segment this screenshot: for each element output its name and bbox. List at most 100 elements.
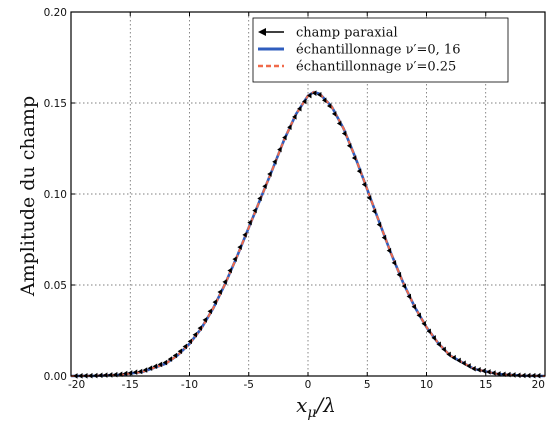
x-tick-label: 5 xyxy=(364,379,371,391)
paraxial-marker xyxy=(436,341,441,348)
paraxial-marker xyxy=(237,244,242,250)
paraxial-marker xyxy=(232,256,237,262)
paraxial-marker xyxy=(336,120,342,127)
paraxial-marker xyxy=(346,142,352,149)
paraxial-marker xyxy=(122,370,128,377)
paraxial-marker xyxy=(371,208,377,215)
paraxial-marker xyxy=(351,155,357,161)
paraxial-marker xyxy=(137,368,143,375)
paraxial-marker xyxy=(406,293,411,300)
paraxial-marker xyxy=(451,354,456,361)
paraxial-marker xyxy=(326,103,332,109)
paraxial-marker xyxy=(142,367,148,373)
y-tick-label: 0.05 xyxy=(44,280,67,292)
legend-label: échantillonnage ν′=0.25 xyxy=(296,60,456,75)
paraxial-marker xyxy=(441,346,446,353)
legend-label: champ paraxial xyxy=(296,26,398,41)
paraxial-marker xyxy=(366,195,372,201)
paraxial-marker xyxy=(217,289,222,295)
legend-label: échantillonnage ν′=0, 16 xyxy=(296,43,460,58)
paraxial-marker xyxy=(446,351,451,358)
paraxial-marker xyxy=(381,234,387,241)
paraxial-marker xyxy=(132,369,138,375)
paraxial-marker xyxy=(321,97,327,104)
paraxial-marker xyxy=(421,320,426,327)
y-tick-label: 0.20 xyxy=(44,7,67,19)
ticks: -20 -15 -10 -5 0 5 10 15 20 0.00 0.05 0.10 0.15 0.20 xyxy=(44,7,546,391)
y-tick-label: 0.00 xyxy=(44,371,67,383)
x-tick-label: -5 xyxy=(244,379,254,391)
x-tick-label: -10 xyxy=(181,379,198,391)
x-axis-label: xμ/λ xyxy=(296,393,336,421)
paraxial-marker xyxy=(516,372,521,379)
paraxial-marker xyxy=(262,183,267,190)
paraxial-marker xyxy=(292,114,297,120)
paraxial-marker xyxy=(426,328,431,335)
paraxial-marker xyxy=(107,372,113,378)
paraxial-marker xyxy=(471,365,476,372)
paraxial-marker xyxy=(361,181,367,188)
series-layer xyxy=(70,90,546,379)
paraxial-marker xyxy=(496,371,501,377)
x-tick-label: 10 xyxy=(420,379,433,391)
paraxial-marker xyxy=(431,335,436,341)
paraxial-marker xyxy=(177,348,183,355)
paraxial-marker xyxy=(456,357,461,364)
paraxial-marker xyxy=(307,92,312,99)
legend-arrow-icon xyxy=(258,28,266,36)
paraxial-marker xyxy=(341,130,347,137)
paraxial-marker xyxy=(277,146,282,153)
paraxial-marker xyxy=(287,124,292,130)
paraxial-marker xyxy=(147,365,153,371)
paraxial-marker xyxy=(257,195,262,202)
paraxial-marker xyxy=(167,356,173,362)
paraxial-marker xyxy=(396,271,402,278)
y-tick-label: 0.10 xyxy=(44,189,67,201)
paraxial-marker xyxy=(486,369,491,375)
paraxial-marker xyxy=(202,317,207,323)
paraxial-marker xyxy=(491,370,496,376)
paraxial-marker xyxy=(297,105,302,112)
series-paraxial-markers xyxy=(73,90,541,379)
y-tick-label: 0.15 xyxy=(44,98,67,110)
paraxial-marker xyxy=(112,371,118,378)
paraxial-marker xyxy=(302,98,307,105)
paraxial-marker xyxy=(152,363,158,370)
paraxial-marker xyxy=(103,372,108,378)
legend-box xyxy=(252,17,509,83)
paraxial-marker xyxy=(187,338,193,345)
y-axis-label: Amplitude du champ xyxy=(17,96,39,297)
paraxial-marker xyxy=(162,359,168,366)
x-tick-label: 0 xyxy=(305,379,312,391)
paraxial-marker xyxy=(411,303,416,310)
x-tick-label: 15 xyxy=(479,379,492,391)
paraxial-marker xyxy=(252,207,257,214)
paraxial-marker xyxy=(192,331,197,338)
paraxial-marker xyxy=(267,171,272,177)
x-tick-label: 20 xyxy=(532,379,545,391)
paraxial-marker xyxy=(317,91,322,98)
paraxial-marker xyxy=(282,134,287,141)
paraxial-marker xyxy=(416,312,421,319)
x-tick-label: -15 xyxy=(122,379,139,391)
paraxial-marker xyxy=(461,360,466,367)
paraxial-marker xyxy=(401,283,407,289)
paraxial-marker xyxy=(391,260,397,266)
x-tick-label: -20 xyxy=(68,379,85,391)
paraxial-marker xyxy=(331,111,337,117)
paraxial-marker xyxy=(511,372,516,378)
paraxial-marker xyxy=(376,221,382,228)
paraxial-marker xyxy=(272,158,277,165)
paraxial-marker xyxy=(227,267,232,274)
paraxial-marker xyxy=(356,168,362,174)
paraxial-marker xyxy=(212,299,217,305)
paraxial-marker xyxy=(182,343,188,350)
paraxial-marker xyxy=(242,232,247,238)
paraxial-marker xyxy=(247,219,252,226)
paraxial-marker xyxy=(207,308,212,315)
paraxial-marker xyxy=(312,90,317,97)
paraxial-marker xyxy=(476,366,481,373)
paraxial-marker xyxy=(222,279,227,285)
series-line-sampling-025 xyxy=(70,90,546,377)
